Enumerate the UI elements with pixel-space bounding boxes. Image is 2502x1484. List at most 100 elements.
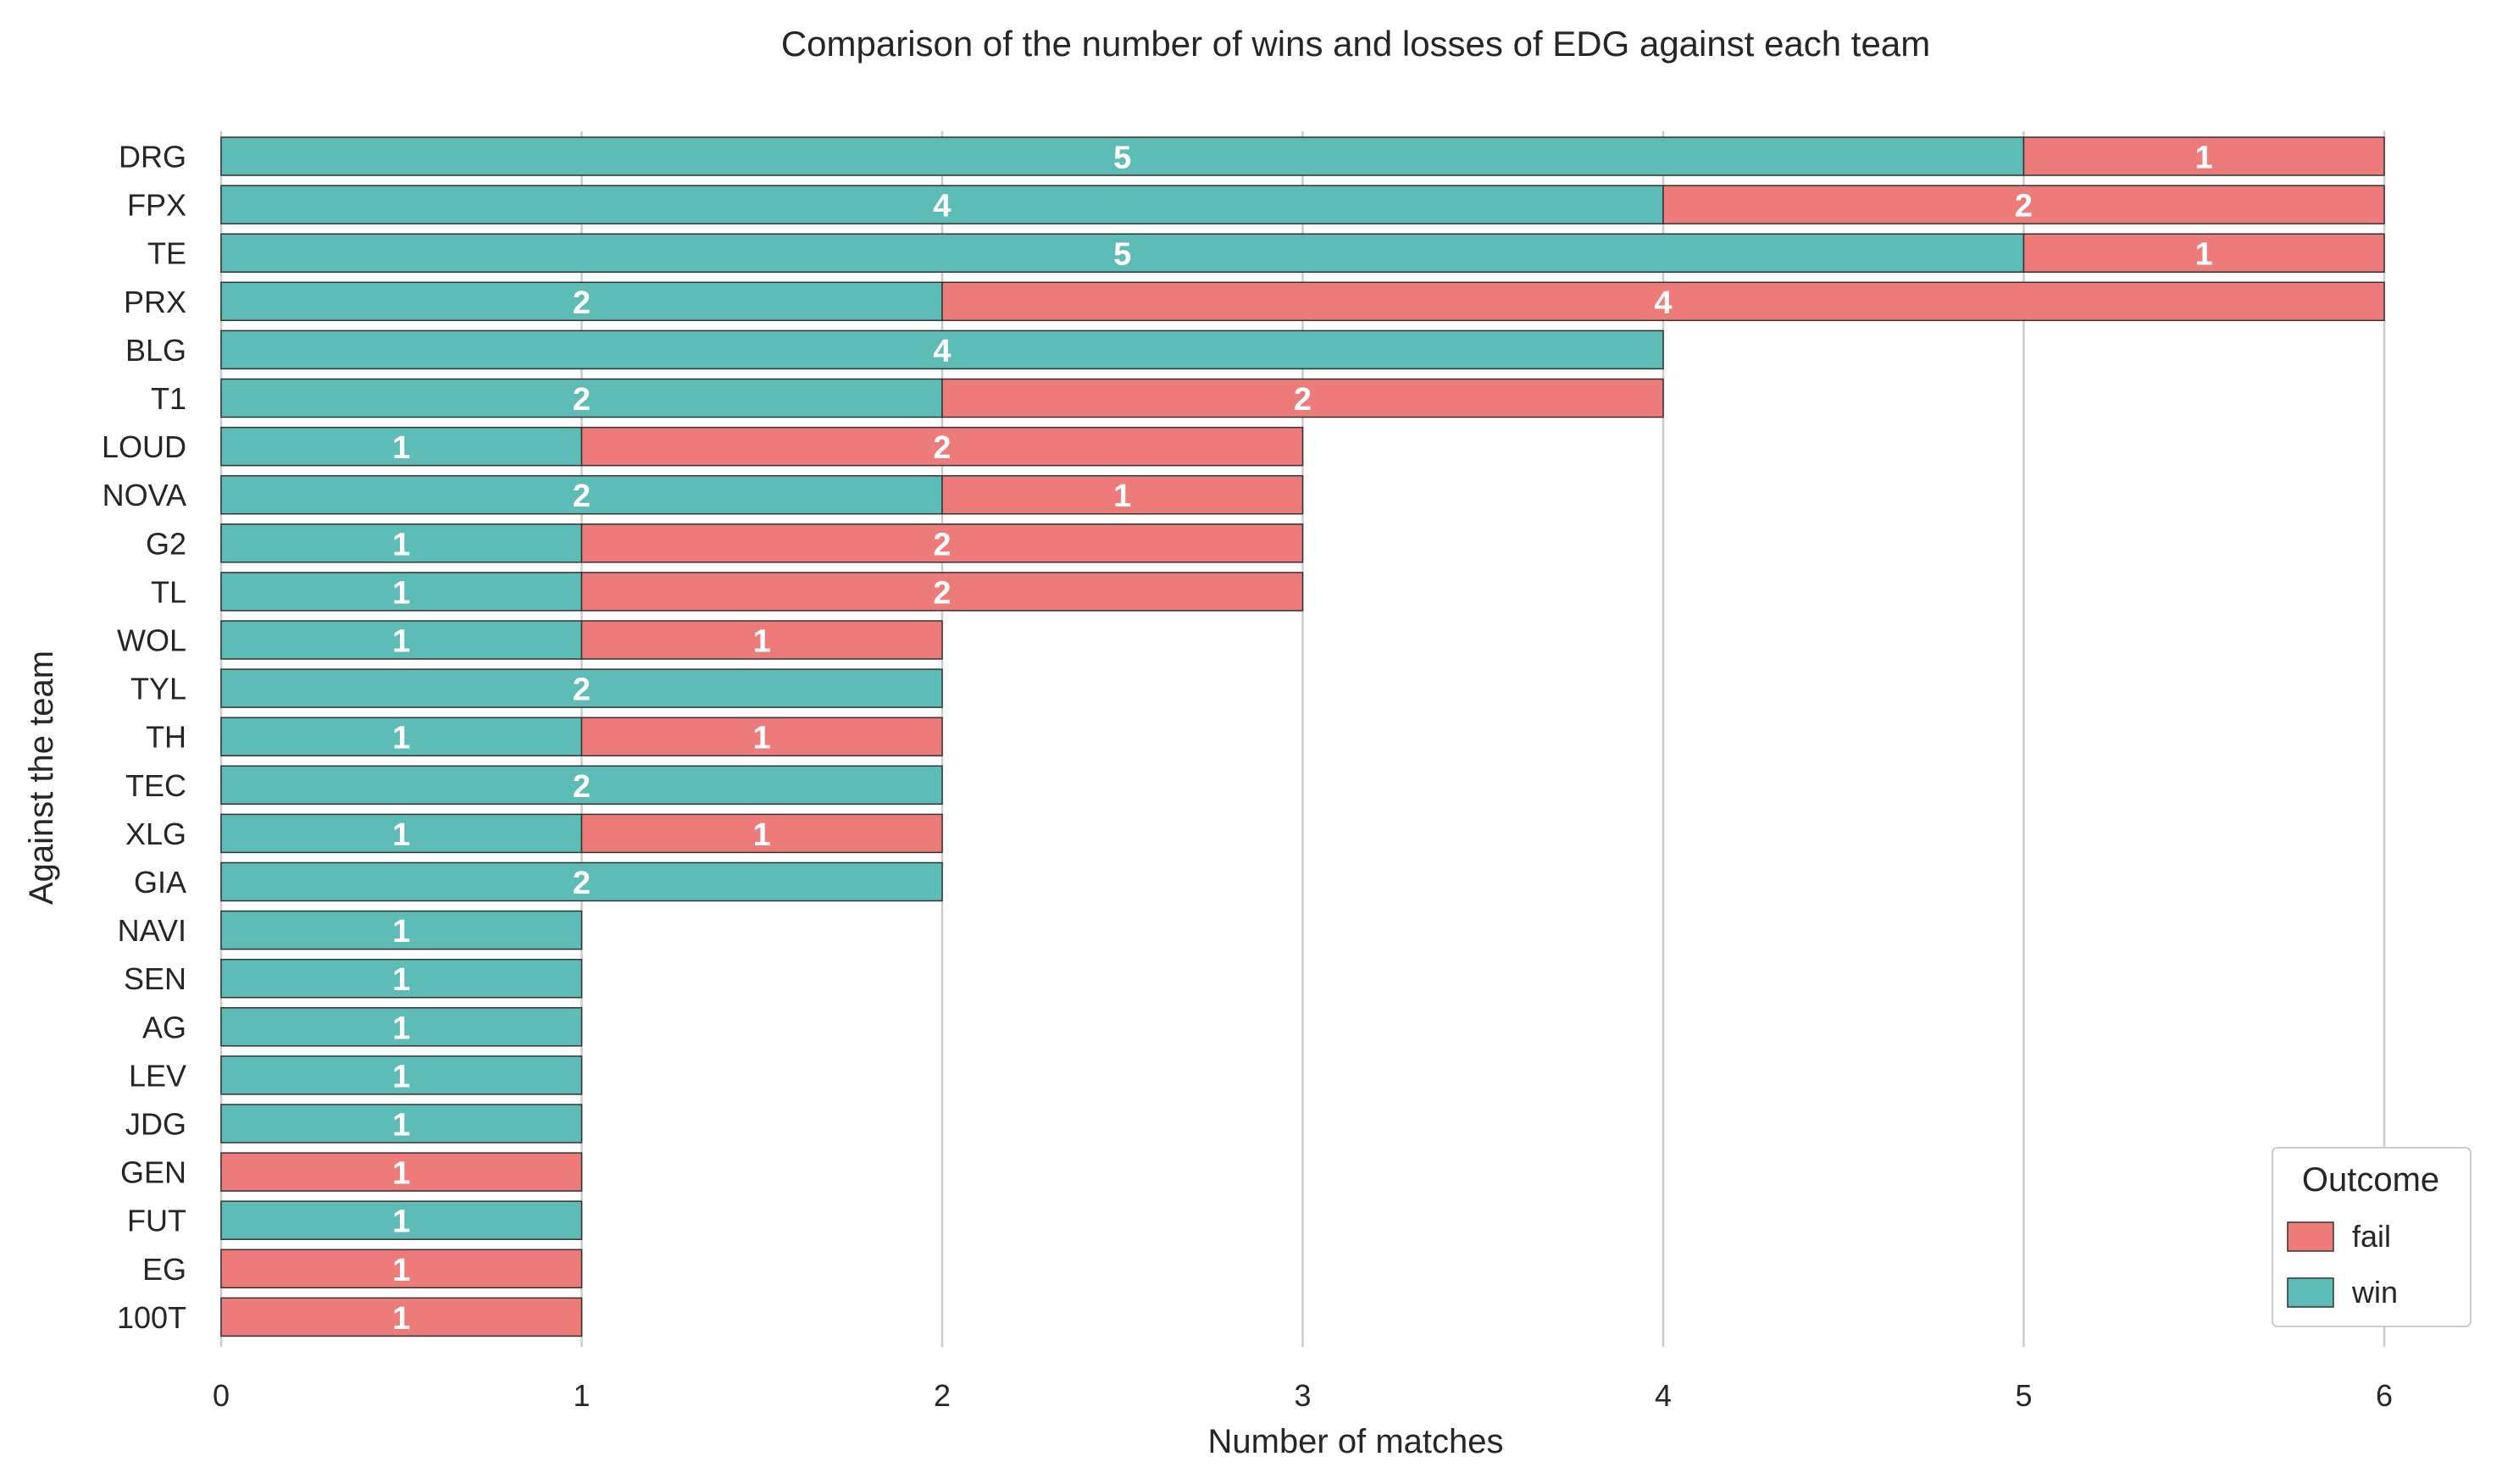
bar-value-label: 5 — [1113, 237, 1131, 273]
y-tick-label: FUT — [127, 1204, 186, 1238]
bar-win — [220, 523, 583, 563]
y-tick-label: PRX — [124, 285, 186, 319]
bar-value-label: 2 — [573, 866, 591, 901]
bar-win — [220, 185, 1664, 224]
y-tick-label: 100T — [117, 1300, 186, 1335]
bar-value-label: 1 — [392, 914, 410, 950]
bar-value-label: 1 — [2195, 237, 2213, 273]
bar-value-label: 1 — [392, 962, 410, 998]
x-tick-label: 6 — [2376, 1378, 2393, 1413]
bar-value-label: 1 — [392, 721, 410, 756]
x-tick-label: 4 — [1655, 1378, 1672, 1413]
bar-fail — [1662, 185, 2385, 224]
x-tick-label: 3 — [1294, 1378, 1311, 1413]
bar-win — [220, 910, 583, 950]
bar-value-label: 1 — [392, 1204, 410, 1240]
x-tick-label: 2 — [934, 1378, 951, 1413]
bar-win — [220, 620, 583, 660]
bar-value-label: 1 — [753, 624, 771, 660]
y-tick-label: TYL — [130, 672, 186, 706]
bar-fail — [220, 1249, 583, 1289]
legend-label-win: win — [2351, 1275, 2398, 1310]
bar-fail — [941, 281, 2385, 322]
bar-win — [220, 813, 583, 854]
bar-fail — [580, 572, 1304, 612]
bar-win — [220, 136, 2025, 176]
legend: Outcome fail win — [2272, 1147, 2471, 1327]
bar-value-label: 2 — [573, 382, 591, 418]
legend-swatch-fail — [2287, 1221, 2334, 1252]
y-tick-label: SEN — [124, 961, 186, 996]
y-tick-label: T1 — [151, 381, 186, 416]
bar-value-label: 4 — [933, 334, 951, 369]
x-axis-label: Number of matches — [1207, 1423, 1503, 1460]
legend-title: Outcome — [2302, 1161, 2439, 1199]
bar-win — [220, 765, 943, 806]
bar-win — [220, 1200, 583, 1240]
bar-value-label: 2 — [933, 575, 951, 611]
bar-value-label: 2 — [933, 430, 951, 466]
y-tick-label: TH — [146, 720, 186, 755]
y-tick-label: TE — [147, 236, 186, 271]
bar-value-label: 1 — [392, 575, 410, 611]
y-tick-label: TEC — [125, 768, 186, 803]
bar-value-label: 2 — [573, 673, 591, 708]
legend-swatch-win — [2287, 1277, 2334, 1308]
bar-fail — [580, 523, 1304, 563]
y-tick-label: FPX — [127, 188, 186, 223]
bar-value-label: 1 — [392, 527, 410, 562]
bar-win — [220, 329, 1664, 370]
bar-value-label: 1 — [2195, 141, 2213, 176]
bar-value-label: 1 — [392, 1108, 410, 1143]
bar-fail — [220, 1297, 583, 1337]
bar-win — [220, 426, 583, 467]
bar-value-label: 4 — [1654, 285, 1672, 321]
y-tick-label: DRG — [119, 140, 186, 174]
y-tick-label: G2 — [146, 526, 186, 561]
y-tick-label: GEN — [120, 1155, 186, 1190]
bar-win — [220, 1055, 583, 1095]
bar-win — [220, 717, 583, 756]
bar-fail — [941, 474, 1304, 515]
bar-value-label: 2 — [933, 527, 951, 562]
y-tick-label: TL — [151, 574, 186, 609]
y-tick-label: AG — [142, 1010, 186, 1044]
bar-value-label: 5 — [1113, 141, 1131, 176]
bar-win — [220, 668, 943, 708]
bar-value-label: 2 — [2015, 189, 2033, 224]
bar-fail — [2022, 233, 2385, 273]
label-layer: 5 1 4 2 5 1 2 4 4 2 2 1 2 2 1 1 2 1 2 1 1 2 1 1 2 1 1 2 1 1 1 1 1 1 1 1 1 — [392, 141, 2213, 1337]
bar-value-label: 1 — [392, 624, 410, 660]
bar-value-label: 1 — [753, 721, 771, 756]
y-tick-label: LOUD — [102, 429, 186, 464]
bar-value-label: 1 — [392, 1011, 410, 1046]
bar-win — [220, 861, 943, 902]
x-tick-label: 1 — [573, 1378, 590, 1413]
x-tick-label: 0 — [213, 1378, 230, 1413]
legend-label-fail: fail — [2352, 1219, 2391, 1254]
bar-value-label: 1 — [392, 1059, 410, 1094]
y-tick-label: NAVI — [118, 913, 186, 948]
bar-win — [220, 233, 2025, 273]
bar-win — [220, 958, 583, 999]
y-axis-label: Against the team — [23, 651, 60, 905]
tick-layer: 0 1 2 3 4 5 6 DRG FPX TE PRX BLG T1 LOUD NOVA G2 TL WOL TY… — [102, 140, 2393, 1414]
bar-value-label: 2 — [573, 285, 591, 321]
y-tick-label: JDG — [125, 1107, 186, 1142]
bar-value-label: 4 — [933, 189, 951, 224]
y-tick-label: LEV — [129, 1058, 186, 1093]
y-tick-label: GIA — [134, 865, 186, 900]
bar-value-label: 1 — [392, 817, 410, 853]
bar-value-label: 2 — [1294, 382, 1312, 418]
bar-layer — [220, 136, 2385, 1337]
bar-value-label: 2 — [573, 769, 591, 805]
bar-fail — [2022, 136, 2385, 176]
bar-fail — [580, 620, 943, 660]
bar-value-label: 1 — [1113, 479, 1131, 514]
bar-win — [220, 1104, 583, 1143]
bar-value-label: 1 — [753, 817, 771, 853]
bar-win — [220, 1007, 583, 1047]
bar-value-label: 1 — [392, 430, 410, 466]
